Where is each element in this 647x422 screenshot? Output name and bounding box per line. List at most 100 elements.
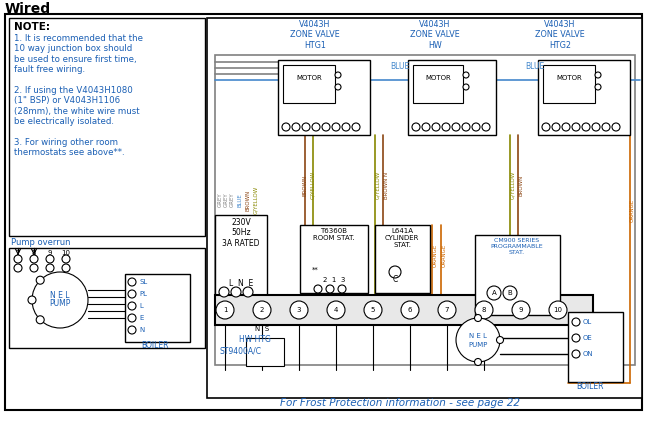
Circle shape bbox=[422, 123, 430, 131]
Text: BROWN N: BROWN N bbox=[384, 171, 389, 199]
Text: 2: 2 bbox=[260, 307, 264, 313]
Text: OE: OE bbox=[583, 335, 593, 341]
Text: For Frost Protection information - see page 22: For Frost Protection information - see p… bbox=[280, 398, 520, 408]
Text: SL: SL bbox=[139, 279, 148, 285]
Circle shape bbox=[326, 285, 334, 293]
Text: ST9400A/C: ST9400A/C bbox=[219, 347, 261, 356]
Circle shape bbox=[243, 287, 253, 297]
Circle shape bbox=[503, 286, 517, 300]
Circle shape bbox=[128, 314, 136, 322]
Circle shape bbox=[128, 326, 136, 334]
Text: 7: 7 bbox=[16, 250, 20, 256]
Text: NOTE:: NOTE: bbox=[14, 22, 50, 32]
Circle shape bbox=[128, 302, 136, 310]
Text: HW HTG: HW HTG bbox=[239, 335, 271, 344]
Circle shape bbox=[231, 287, 241, 297]
Circle shape bbox=[322, 123, 330, 131]
Text: N E L: N E L bbox=[469, 333, 487, 339]
Text: 1: 1 bbox=[223, 307, 227, 313]
Text: G/YELLOW: G/YELLOW bbox=[254, 186, 259, 214]
Text: ON: ON bbox=[583, 351, 594, 357]
Text: L: L bbox=[139, 303, 143, 309]
Bar bbox=[9, 18, 205, 236]
Bar bbox=[538, 60, 630, 135]
Circle shape bbox=[338, 285, 346, 293]
Text: G/YELLOW: G/YELLOW bbox=[375, 171, 380, 199]
Text: BROWN: BROWN bbox=[303, 174, 307, 196]
Text: C: C bbox=[392, 276, 398, 284]
Circle shape bbox=[28, 296, 36, 304]
Bar bbox=[215, 295, 593, 325]
Circle shape bbox=[592, 123, 600, 131]
Bar bbox=[9, 248, 205, 348]
Text: BOILER: BOILER bbox=[141, 341, 169, 350]
Circle shape bbox=[219, 287, 229, 297]
Circle shape bbox=[456, 318, 500, 362]
Circle shape bbox=[335, 84, 341, 90]
Text: G/YELLOW: G/YELLOW bbox=[311, 171, 316, 199]
Circle shape bbox=[46, 255, 54, 263]
Bar bbox=[207, 18, 642, 398]
Circle shape bbox=[572, 334, 580, 342]
Circle shape bbox=[463, 72, 469, 78]
Text: BROWN: BROWN bbox=[518, 174, 523, 196]
Circle shape bbox=[595, 72, 601, 78]
Text: N E L: N E L bbox=[50, 292, 70, 300]
Bar bbox=[413, 65, 463, 103]
Circle shape bbox=[282, 123, 290, 131]
Circle shape bbox=[552, 123, 560, 131]
Circle shape bbox=[36, 276, 44, 284]
Text: 8: 8 bbox=[482, 307, 487, 313]
Circle shape bbox=[30, 255, 38, 263]
Bar bbox=[408, 60, 496, 135]
Text: BOILER: BOILER bbox=[576, 382, 604, 391]
Bar bbox=[543, 65, 595, 103]
Text: BLUE: BLUE bbox=[237, 193, 243, 207]
Circle shape bbox=[302, 123, 310, 131]
Text: L  N  E: L N E bbox=[229, 279, 253, 288]
Text: **: ** bbox=[312, 267, 319, 273]
Circle shape bbox=[474, 314, 481, 322]
Bar bbox=[300, 225, 368, 293]
Text: A: A bbox=[492, 290, 496, 296]
Circle shape bbox=[412, 123, 420, 131]
Text: G/YELLOW: G/YELLOW bbox=[510, 171, 516, 199]
Circle shape bbox=[312, 123, 320, 131]
Text: BLUE: BLUE bbox=[525, 62, 544, 71]
Circle shape bbox=[487, 286, 501, 300]
Bar bbox=[215, 55, 635, 365]
Circle shape bbox=[290, 301, 308, 319]
Circle shape bbox=[30, 264, 38, 272]
Circle shape bbox=[463, 84, 469, 90]
Text: 10: 10 bbox=[553, 307, 562, 313]
Text: MOTOR: MOTOR bbox=[425, 75, 451, 81]
Text: ORANGE: ORANGE bbox=[432, 243, 437, 267]
Text: V4043H
ZONE VALVE
HW: V4043H ZONE VALVE HW bbox=[410, 20, 460, 50]
Text: Wired: Wired bbox=[5, 2, 51, 16]
Bar bbox=[375, 225, 430, 293]
Text: Pump overrun: Pump overrun bbox=[11, 238, 71, 247]
Bar bbox=[246, 338, 284, 366]
Circle shape bbox=[572, 318, 580, 326]
Text: 10: 10 bbox=[61, 250, 71, 256]
Circle shape bbox=[582, 123, 590, 131]
Text: GREY: GREY bbox=[230, 193, 234, 207]
Circle shape bbox=[128, 278, 136, 286]
Circle shape bbox=[342, 123, 350, 131]
Circle shape bbox=[314, 285, 322, 293]
Circle shape bbox=[14, 255, 22, 263]
Text: CM900 SERIES
PROGRAMMABLE
STAT.: CM900 SERIES PROGRAMMABLE STAT. bbox=[490, 238, 543, 254]
Bar bbox=[215, 215, 267, 295]
Text: 7: 7 bbox=[444, 307, 449, 313]
Circle shape bbox=[389, 266, 401, 278]
Circle shape bbox=[62, 264, 70, 272]
Circle shape bbox=[512, 301, 530, 319]
Text: MOTOR: MOTOR bbox=[556, 75, 582, 81]
Text: 9: 9 bbox=[519, 307, 523, 313]
Circle shape bbox=[36, 316, 44, 324]
Text: PL: PL bbox=[139, 291, 147, 297]
Text: 3: 3 bbox=[297, 307, 302, 313]
Text: 8: 8 bbox=[32, 250, 36, 256]
Text: PUMP: PUMP bbox=[49, 300, 71, 308]
Text: E: E bbox=[139, 315, 144, 321]
